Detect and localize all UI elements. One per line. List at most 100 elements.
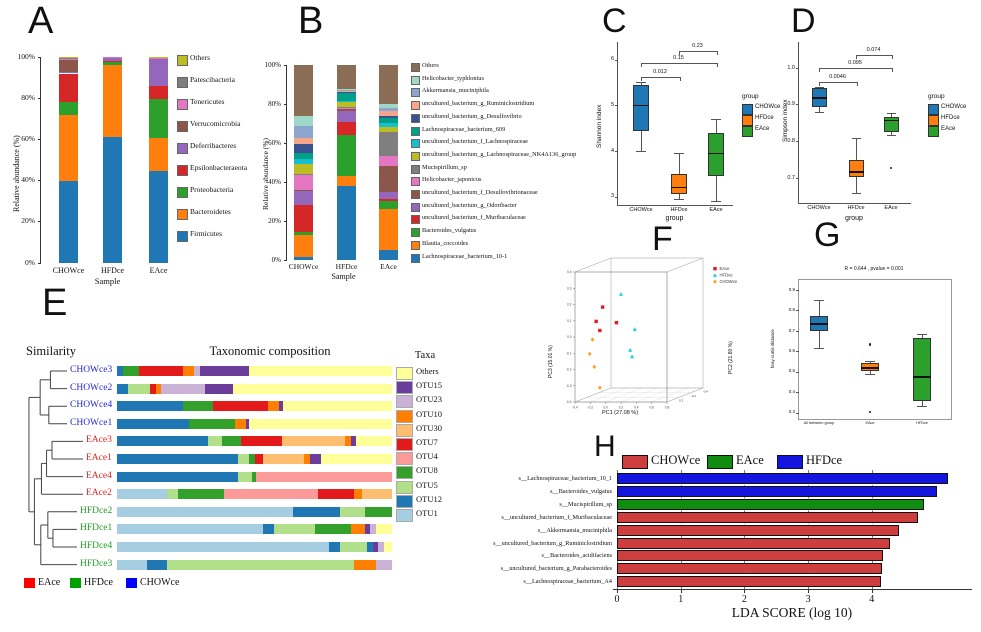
bar-segment [294,189,313,191]
box [633,84,649,131]
legend-swatch [411,164,420,174]
taxon-label: s__Lachnospiraceae_bacterium_A4 [523,578,612,586]
legend-swatch [411,190,420,199]
taxa-legend-label: OTU12 [416,493,442,504]
svg-text:HFDce: HFDce [720,273,734,278]
composition-segment-Others [249,418,392,429]
x-category-label: HFDce [916,421,928,425]
bar-segment [149,99,168,139]
median-line [810,323,828,325]
legend-swatch [742,126,753,137]
legend-label: uncultured_bacterium_f_Muribaculaceae [422,214,526,222]
dendro-leaf-label: EAce2 [86,488,112,499]
legend-swatch [928,115,939,126]
bar-segment [379,107,398,111]
whisker-cap [851,193,861,195]
legend-swatch [742,115,753,126]
median-line [913,376,931,378]
whisker [640,130,642,152]
panel-c-label: C [602,2,627,40]
svg-text:-0.2: -0.2 [588,406,594,410]
legend-swatch [177,209,188,220]
bar-segment [337,176,356,186]
stacked-bar [149,57,168,263]
axis-tick-label: 0.9 [788,286,795,292]
box [848,160,864,177]
axis-tick [38,221,41,223]
x-category-label: CHOWce [52,266,85,275]
whisker [818,106,820,113]
axis-tick-label: 60% [21,133,35,143]
axis-tick [284,142,287,144]
bar-segment [379,110,398,116]
bar-segment [379,200,398,210]
legend-swatch [177,77,188,88]
composition-segment-OTU12 [117,383,128,394]
axis-tick-label: 0.8 [787,137,795,144]
svg-text:0.0: 0.0 [567,335,572,339]
panel-c-plot: 3 4 5 6 CHOWce HFDce EAce 0.012 0.15 0.23 [611,42,733,213]
legend-swatch [177,55,188,66]
whisker [818,331,820,349]
axis-tick [796,67,799,69]
bar-segment [294,190,313,206]
legend-label: Firmicutes [190,229,223,238]
svg-text:-0.4: -0.4 [572,406,578,410]
bar-segment [294,126,313,139]
whisker [869,360,871,363]
bar-segment [59,102,78,115]
panel-g-label: G [814,216,841,254]
taxa-legend-swatch [396,509,413,522]
svg-text:0.2: 0.2 [619,406,624,410]
legend-label: Proteobacteria [190,185,234,194]
median-line [883,119,899,122]
box [708,132,724,177]
lda-bar [617,473,949,484]
bar-segment [379,122,398,128]
stacked-bar [59,57,78,263]
composition-bar [117,454,392,464]
composition-bar [117,401,392,412]
taxon-label: s__Akkermansia_muciniphila [537,526,612,534]
bar-segment [379,198,398,201]
bar-segment [379,104,398,108]
legend-swatch [411,88,420,98]
composition-segment-OTU12 [117,454,238,464]
bar-segment [294,143,313,153]
significance-bracket [679,50,718,55]
composition-segment-Others [320,454,392,464]
taxon-label: s__Bacteroides_acidifaciens [541,552,612,560]
axis-tick [744,589,746,593]
composition-segment-Others [356,436,392,447]
axis-tick [284,181,287,183]
taxa-legend-swatch [396,381,413,395]
composition-segment-OTU1 [117,506,293,517]
axis-tick-label: 100% [264,60,281,69]
bar-segment [337,101,356,103]
composition-segment-OTU7 [240,436,282,447]
composition-segment-OTU8 [249,454,255,464]
bar-segment [294,257,313,260]
x-category-label: HFDce [670,207,688,213]
legend-swatch [177,165,188,176]
axis-tick-label: 0.7 [788,327,795,333]
svg-text:-0.4: -0.4 [703,389,709,393]
bar-segment [379,191,398,199]
legend-label: Deferribacteres [190,141,237,150]
composition-segment-OTU5 [166,559,354,570]
bar-segment [337,106,356,108]
taxa-legend-swatch [396,409,413,423]
axis-tick-label: 20% [268,216,281,225]
whisker [921,400,923,406]
taxa-legend-swatch [396,494,413,508]
legend-swatch [177,121,188,132]
legend-swatch [742,104,753,115]
axis-tick [796,289,799,291]
legend-swatch [177,187,188,198]
bar-segment [59,57,78,58]
panel-c-x-axis-title: group [665,215,684,222]
composition-segment-OTU5 [238,471,252,482]
legend-label: uncultured_bacterium_g_Ruminiclostridium [422,100,535,108]
axis-tick [796,177,799,179]
axis-tick-label: 60% [268,138,281,147]
